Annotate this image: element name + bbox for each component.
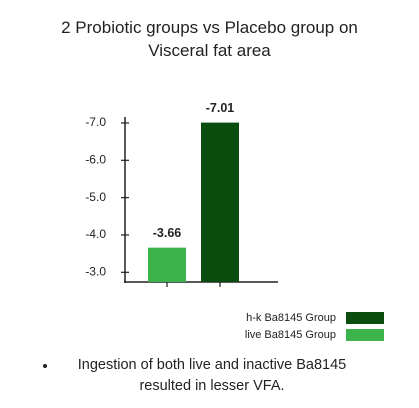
y-tick-label: -4.0 bbox=[85, 227, 106, 241]
value-label: -3.66 bbox=[153, 226, 182, 240]
legend-label: live Ba8145 Group bbox=[245, 329, 336, 341]
y-tick-label: -7.0 bbox=[85, 115, 106, 129]
bullet bbox=[43, 364, 47, 368]
legend-swatch bbox=[346, 329, 384, 341]
bar bbox=[148, 247, 186, 282]
y-tick-label: -6.0 bbox=[85, 152, 106, 166]
bar bbox=[201, 122, 239, 282]
legend-swatch bbox=[346, 312, 384, 324]
note: Ingestion of both live and inactive Ba81… bbox=[77, 357, 347, 394]
y-tick-label: -5.0 bbox=[85, 190, 106, 204]
y-tick-label: -3.0 bbox=[85, 264, 106, 278]
legend-label: h-k Ba8145 Group bbox=[246, 312, 336, 324]
value-label: -7.01 bbox=[206, 101, 235, 115]
chart-title: 2 Probiotic groups vs Placebo group on V… bbox=[61, 18, 358, 60]
